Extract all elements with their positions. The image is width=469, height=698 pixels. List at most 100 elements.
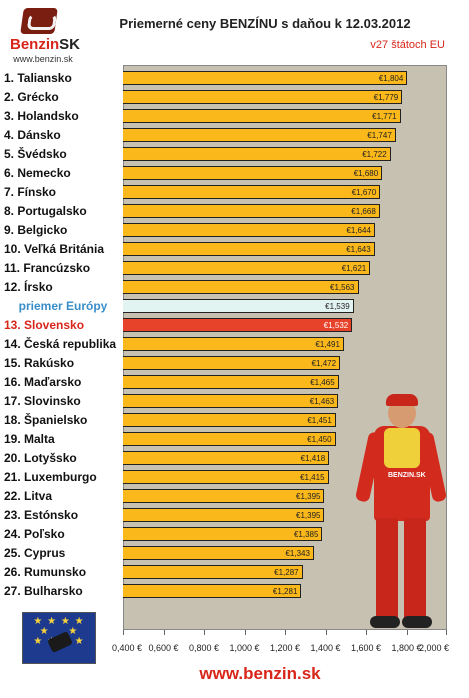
mascot-shoe-left — [370, 616, 400, 628]
bar-value-label: €1,281 — [272, 587, 298, 596]
bar-value-label: €1,532 — [323, 321, 349, 330]
category-label: 15. Rakúsko — [4, 356, 75, 370]
mascot-shirt — [384, 428, 420, 468]
category-label: 7. Fínsko — [4, 185, 57, 199]
x-tick-mark — [406, 630, 408, 635]
bar-value-label: €1,563 — [330, 283, 355, 292]
bar-value-label: €1,418 — [300, 454, 326, 463]
x-tick-mark — [285, 630, 286, 635]
logo-brand-sk: SK — [59, 36, 81, 53]
category-label: 21. Luxemburgo — [4, 470, 97, 484]
category-label: 3. Holandsko — [4, 109, 79, 123]
bar-value-label: €1,491 — [315, 340, 340, 349]
category-label: 18. Španielsko — [4, 413, 88, 427]
x-tick-label: 1,600 € — [350, 643, 382, 653]
category-label: 2. Grécko — [4, 90, 59, 104]
x-tick-label: 0,400 € — [111, 643, 143, 653]
x-tick-label: 1,200 € — [269, 643, 301, 653]
logo-url: www.benzin.sk — [13, 54, 73, 64]
bar: €1,680 — [123, 166, 383, 180]
bar-value-label: €1,804 — [378, 74, 404, 83]
bar-value-label: €1,385 — [293, 530, 319, 539]
x-tick-mark — [204, 630, 205, 635]
bar: €1,385 — [123, 527, 323, 541]
category-label: 27. Bulharsko — [4, 584, 83, 598]
bar: €1,395 — [123, 508, 325, 522]
mechanic-mascot-image: BENZIN.SK — [354, 394, 448, 633]
category-label: 20. Lotyšsko — [4, 451, 77, 465]
bar: €1,418 — [123, 451, 330, 465]
x-tick-mark — [446, 630, 447, 635]
bar-value-label: €1,779 — [373, 93, 399, 102]
bar: €1,747 — [123, 128, 396, 142]
bar: €1,722 — [123, 147, 391, 161]
footer-url: www.benzin.sk — [199, 664, 321, 683]
mascot-leg-right — [404, 518, 426, 618]
category-label: 13. Slovensko — [4, 318, 85, 332]
x-tick-label: 1,000 € — [229, 643, 260, 653]
x-tick-label: 0,800 € — [188, 643, 220, 653]
bar: €1,563 — [123, 280, 359, 294]
bar: €1,539 — [123, 299, 354, 313]
bar-value-label: €1,395 — [296, 492, 321, 501]
category-label: 1. Taliansko — [4, 71, 72, 85]
x-tick-mark — [244, 630, 246, 635]
bar-value-label: €1,343 — [285, 549, 310, 558]
fuel-nozzle-logo-icon — [20, 8, 58, 34]
bar-value-label: €1,680 — [353, 169, 379, 178]
bar: €1,670 — [123, 185, 381, 199]
bar-value-label: €1,668 — [351, 207, 376, 216]
bar: €1,451 — [123, 413, 336, 427]
bar: €1,287 — [123, 565, 303, 579]
category-label: 5. Švédsko — [4, 147, 67, 161]
bar-value-label: €1,644 — [346, 226, 371, 235]
bar-value-label: €1,621 — [341, 264, 367, 273]
category-label: 25. Cyprus — [4, 546, 66, 560]
bar: €1,463 — [123, 394, 339, 408]
chart-subtitle: v27 štátoch EU — [370, 39, 445, 51]
x-tick-mark — [123, 630, 124, 635]
bar-value-label: €1,539 — [325, 302, 350, 311]
x-tick-label: 0,600 € — [148, 643, 179, 653]
category-label: 14. Česká republika — [4, 337, 117, 351]
bar: €1,532 — [123, 318, 353, 332]
logo-brand-name: Benzin — [10, 36, 60, 53]
x-tick-label: 1,800 € — [391, 643, 422, 653]
mascot-shoe-right — [402, 616, 432, 628]
x-tick-label: 1,400 € — [310, 643, 341, 653]
bar-value-label: €1,463 — [309, 397, 335, 406]
mascot-leg-left — [376, 518, 398, 618]
bar: €1,491 — [123, 337, 344, 351]
bar-value-label: €1,450 — [307, 435, 332, 444]
x-tick-mark — [366, 630, 367, 635]
category-label: 6. Nemecko — [4, 166, 71, 180]
x-tick-mark — [163, 630, 165, 635]
category-label: 11. Francúzsko — [4, 261, 91, 275]
category-label: 12. Írsko — [4, 280, 53, 294]
category-label: 17. Slovinsko — [4, 394, 81, 408]
bar-value-label: €1,415 — [300, 473, 325, 482]
bar-value-label: €1,465 — [310, 378, 335, 387]
bar-value-label: €1,771 — [372, 112, 397, 121]
eu-flag-fuel-nozzle-image: ★ ★ ★ ★★ ★★ ★ ★ ★ — [22, 612, 96, 664]
bar-value-label: €1,395 — [296, 511, 321, 520]
category-label: 26. Rumunsko — [4, 565, 87, 579]
bar-value-label: €1,670 — [351, 188, 377, 197]
category-label: 9. Belgicko — [4, 223, 68, 237]
bar: €1,472 — [123, 356, 341, 370]
bar: €1,644 — [123, 223, 375, 237]
bar: €1,804 — [123, 71, 408, 85]
category-label: 4. Dánsko — [4, 128, 61, 142]
category-label: 23. Estónsko — [4, 508, 79, 522]
category-label: 8. Portugalsko — [4, 204, 87, 218]
bar: €1,779 — [123, 90, 403, 104]
x-tick-mark — [325, 630, 327, 635]
mascot-overalls-label: BENZIN.SK — [388, 472, 426, 479]
category-label: 16. Maďarsko — [4, 375, 82, 389]
category-label: 22. Litva — [4, 489, 53, 503]
x-tick-label: 2,000 € — [418, 643, 450, 653]
bar: €1,343 — [123, 546, 314, 560]
bar-value-label: €1,643 — [346, 245, 371, 254]
bar-value-label: €1,472 — [311, 359, 337, 368]
